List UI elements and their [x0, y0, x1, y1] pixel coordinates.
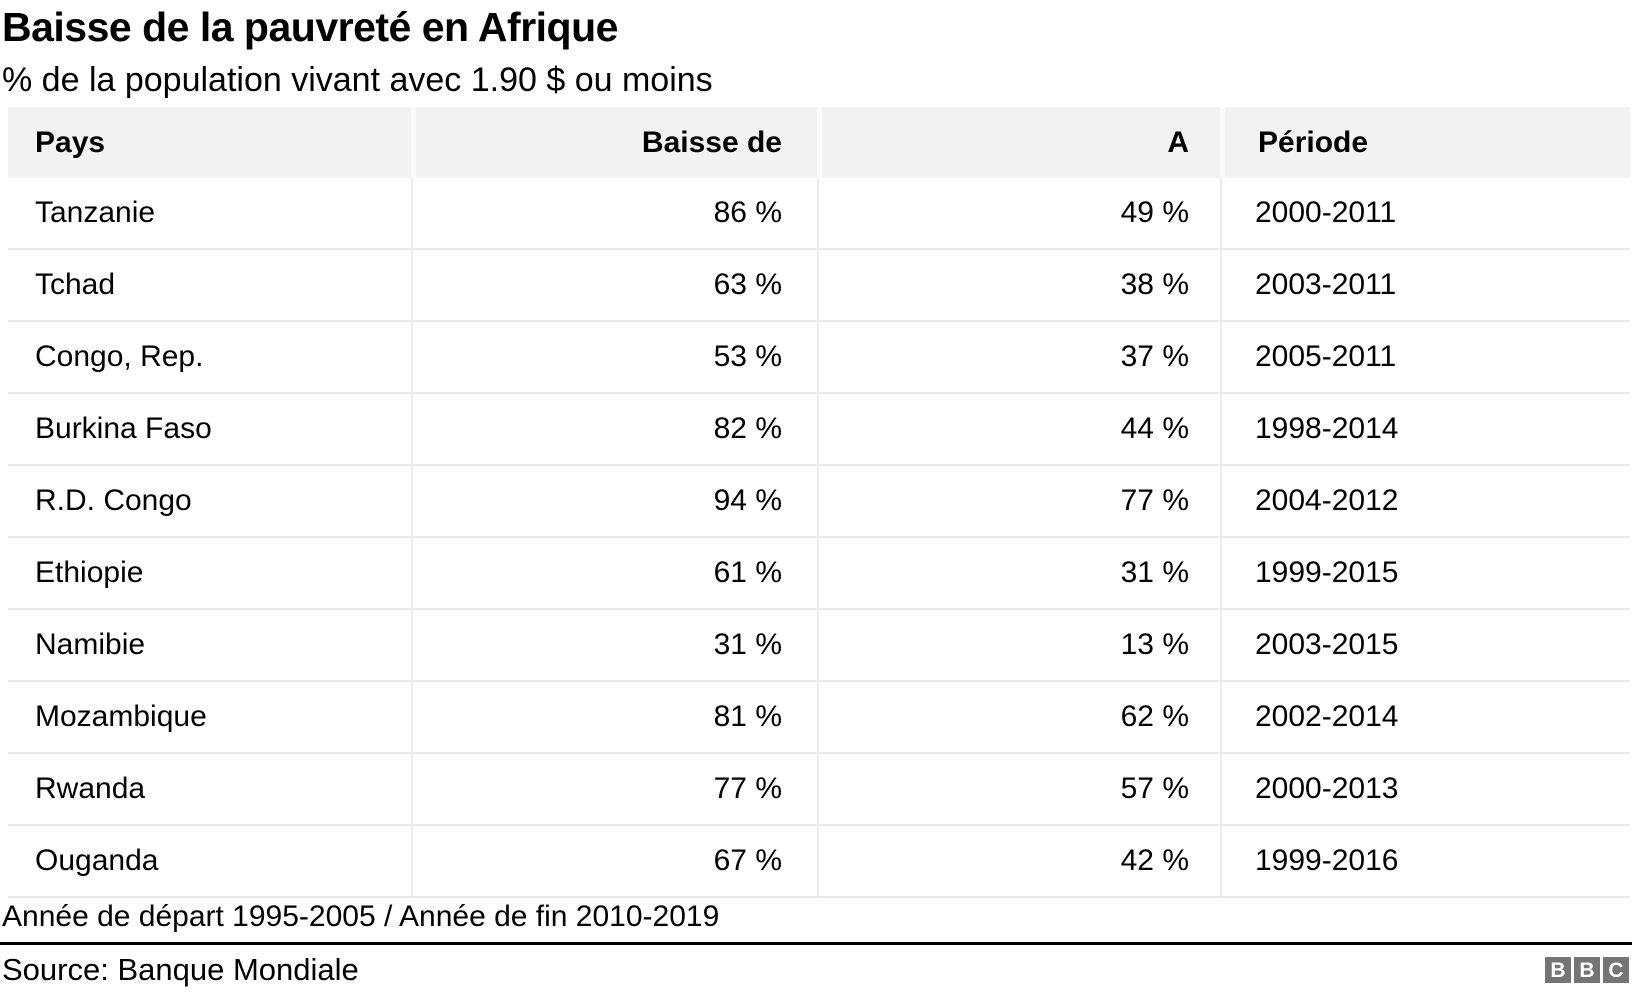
- fall-to-cell: 13 %: [817, 610, 1220, 683]
- fall-to-cell: 49 %: [817, 178, 1220, 251]
- table-row: R.D. Congo 94 % 77 % 2004-2012: [8, 466, 1630, 539]
- table-row: Tanzanie 86 % 49 % 2000-2011: [8, 178, 1630, 251]
- country-cell: Tanzanie: [8, 178, 411, 251]
- fall-to-cell: 37 %: [817, 322, 1220, 395]
- fall-from-cell: 67 %: [411, 826, 817, 899]
- poverty-table: Pays Baisse de A Période Tanzanie 86 % 49 % 20…: [8, 107, 1630, 899]
- period-cell: 2000-2011: [1220, 178, 1630, 251]
- table-row: Burkina Faso 82 % 44 % 1998-2014: [8, 394, 1630, 467]
- fall-from-cell: 31 %: [411, 610, 817, 683]
- source-label: Source: Banque Mondiale: [2, 952, 359, 988]
- country-cell: Ethiopie: [8, 538, 411, 611]
- table-row: Mozambique 81 % 62 % 2002-2014: [8, 682, 1630, 755]
- fall-from-cell: 86 %: [411, 178, 817, 251]
- period-cell: 2003-2015: [1220, 610, 1630, 683]
- fall-from-cell: 94 %: [411, 466, 817, 539]
- country-cell: Mozambique: [8, 682, 411, 755]
- column-header-periode: Période: [1220, 107, 1630, 179]
- bbc-logo-letter: C: [1603, 957, 1629, 984]
- table-row: Tchad 63 % 38 % 2003-2011: [8, 250, 1630, 323]
- fall-from-cell: 77 %: [411, 754, 817, 827]
- fall-to-cell: 38 %: [817, 250, 1220, 323]
- period-cell: 2005-2011: [1220, 322, 1630, 395]
- table-footnote: Année de départ 1995-2005 / Année de fin…: [2, 900, 720, 934]
- period-cell: 1999-2015: [1220, 538, 1630, 611]
- period-cell: 2004-2012: [1220, 466, 1630, 539]
- period-cell: 2000-2013: [1220, 754, 1630, 827]
- country-cell: Rwanda: [8, 754, 411, 827]
- table-row: Ouganda 67 % 42 % 1999-2016: [8, 826, 1630, 899]
- fall-from-cell: 63 %: [411, 250, 817, 323]
- fall-from-cell: 81 %: [411, 682, 817, 755]
- column-header-baisse-de: Baisse de: [411, 107, 817, 179]
- table-header: Pays Baisse de A Période: [8, 107, 1630, 179]
- country-cell: Burkina Faso: [8, 394, 411, 467]
- country-cell: Tchad: [8, 250, 411, 323]
- fall-to-cell: 77 %: [817, 466, 1220, 539]
- page-title: Baisse de la pauvreté en Afrique: [2, 4, 618, 50]
- table-body: Tanzanie 86 % 49 % 2000-2011 Tchad 63 % 38 % 20…: [8, 178, 1630, 899]
- period-cell: 2002-2014: [1220, 682, 1630, 755]
- table-row: Namibie 31 % 13 % 2003-2015: [8, 610, 1630, 683]
- bbc-logo-letter: B: [1574, 957, 1600, 984]
- period-cell: 1999-2016: [1220, 826, 1630, 899]
- fall-to-cell: 31 %: [817, 538, 1220, 611]
- fall-from-cell: 53 %: [411, 322, 817, 395]
- fall-from-cell: 61 %: [411, 538, 817, 611]
- table-row: Ethiopie 61 % 31 % 1999-2015: [8, 538, 1630, 611]
- footer-divider: [0, 942, 1632, 946]
- table-row: Congo, Rep. 53 % 37 % 2005-2011: [8, 322, 1630, 395]
- country-cell: Namibie: [8, 610, 411, 683]
- country-cell: Ouganda: [8, 826, 411, 899]
- table-header-row: Pays Baisse de A Période: [8, 107, 1630, 179]
- country-cell: R.D. Congo: [8, 466, 411, 539]
- country-cell: Congo, Rep.: [8, 322, 411, 395]
- fall-from-cell: 82 %: [411, 394, 817, 467]
- fall-to-cell: 62 %: [817, 682, 1220, 755]
- bbc-logo-letter: B: [1545, 957, 1571, 984]
- fall-to-cell: 42 %: [817, 826, 1220, 899]
- page-subtitle: % de la population vivant avec 1.90 $ ou…: [2, 60, 713, 99]
- period-cell: 2003-2011: [1220, 250, 1630, 323]
- table-row: Rwanda 77 % 57 % 2000-2013: [8, 754, 1630, 827]
- column-header-pays: Pays: [8, 107, 411, 179]
- period-cell: 1998-2014: [1220, 394, 1630, 467]
- fall-to-cell: 57 %: [817, 754, 1220, 827]
- column-header-a: A: [817, 107, 1220, 179]
- fall-to-cell: 44 %: [817, 394, 1220, 467]
